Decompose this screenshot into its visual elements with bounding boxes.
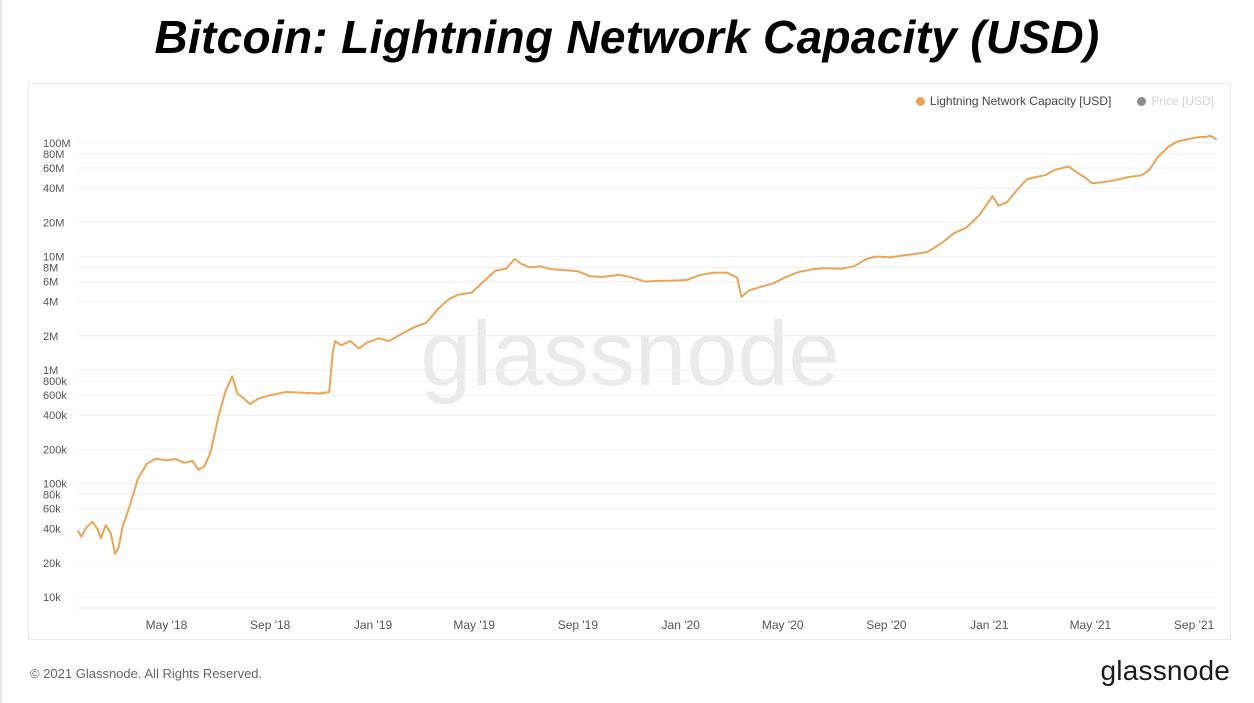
y-tick-label: 40M <box>43 183 64 195</box>
series-line-capacity <box>77 134 1217 555</box>
brand-logo: glassnode <box>1100 655 1230 686</box>
y-tick-label: 40k <box>43 524 61 536</box>
y-tick-label: 60M <box>43 163 64 175</box>
x-tick-label: Jan '20 <box>662 618 701 632</box>
y-tick-label: 6M <box>43 277 58 289</box>
y-tick-label: 100k <box>43 478 67 490</box>
y-tick-label: 10M <box>43 251 64 263</box>
legend-label-capacity: Lightning Network Capacity [USD] <box>929 94 1112 108</box>
x-tick-label: Sep '19 <box>558 618 599 632</box>
x-tick-label: May '20 <box>762 618 804 632</box>
x-tick-label: Jan '19 <box>354 618 393 632</box>
y-tick-label: 8M <box>43 262 58 274</box>
x-tick-label: May '18 <box>146 618 188 632</box>
x-tick-label: May '21 <box>1070 618 1112 632</box>
watermark-text: glassnode <box>420 303 839 405</box>
y-tick-label: 10k <box>43 592 61 604</box>
y-tick-label: 600k <box>43 390 67 402</box>
x-tick-label: Sep '18 <box>250 618 291 632</box>
chart-legend: Lightning Network Capacity [USD] Price [… <box>915 94 1214 108</box>
left-border <box>0 0 2 703</box>
y-tick-label: 200k <box>43 444 67 456</box>
y-tick-label: 80k <box>43 489 61 501</box>
x-tick-label: May '19 <box>453 618 495 632</box>
y-tick-label: 4M <box>43 297 58 309</box>
legend-item-price[interactable]: Price [USD] <box>1137 94 1214 108</box>
y-tick-label: 20M <box>43 217 64 229</box>
copyright-text: © 2021 Glassnode. All Rights Reserved. <box>30 666 263 681</box>
x-tick-label: Sep '20 <box>866 618 907 632</box>
y-tick-label: 400k <box>43 410 67 422</box>
legend-label-price: Price [USD] <box>1151 94 1214 108</box>
page-title: Bitcoin: Lightning Network Capacity (USD… <box>154 11 1100 63</box>
chart-frame <box>28 83 1231 640</box>
x-tick-label: Sep '21 <box>1174 618 1215 632</box>
y-tick-label: 60k <box>43 504 61 516</box>
y-tick-label: 100M <box>43 138 71 150</box>
legend-dot-icon <box>915 96 925 106</box>
y-tick-label: 20k <box>43 558 61 570</box>
x-tick-label: Jan '21 <box>970 618 1009 632</box>
legend-item-capacity[interactable]: Lightning Network Capacity [USD] <box>915 94 1112 108</box>
y-tick-label: 800k <box>43 376 67 388</box>
y-tick-label: 2M <box>43 331 58 343</box>
y-tick-label: 1M <box>43 365 58 377</box>
y-tick-label: 80M <box>43 149 64 161</box>
legend-dot-icon <box>1137 96 1147 106</box>
